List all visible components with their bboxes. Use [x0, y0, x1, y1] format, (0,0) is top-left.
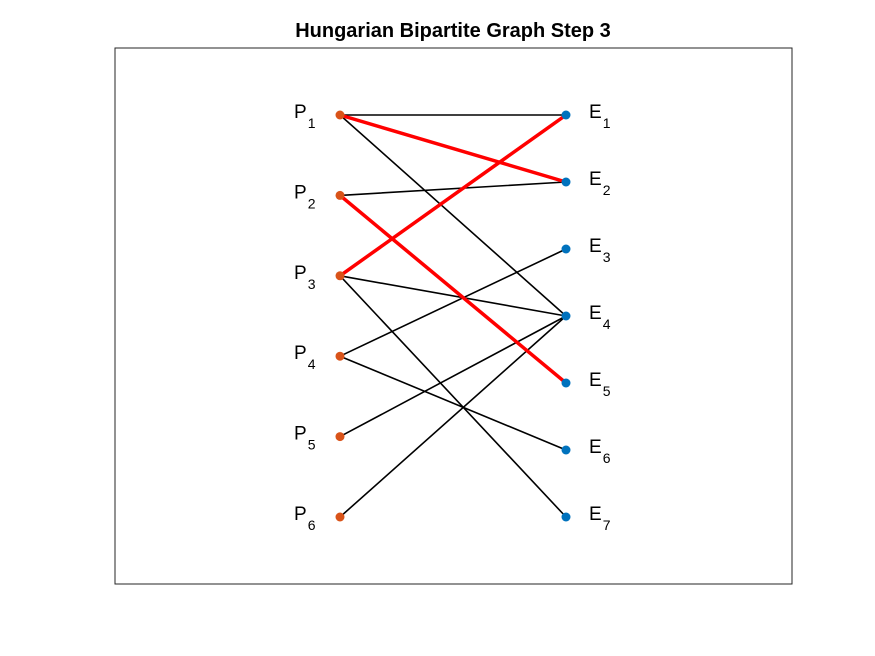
node-p3	[335, 271, 345, 281]
node-label-e1: E1	[589, 102, 611, 131]
node-e2	[561, 177, 571, 187]
node-e6	[561, 445, 571, 455]
node-e4	[561, 311, 571, 321]
node-label-p2: P2	[294, 182, 316, 211]
matched-edge-p2-e5	[338, 193, 568, 385]
node-p6	[335, 512, 345, 522]
node-label-p6: P6	[294, 504, 316, 533]
edge-p3-e4	[339, 274, 567, 317]
node-label-e7: E7	[589, 504, 611, 533]
edge-p1-e4	[339, 114, 567, 317]
node-e3	[561, 244, 571, 254]
node-label-e2: E2	[589, 169, 611, 198]
edge-p4-e6	[339, 355, 567, 451]
edge-p5-e4	[339, 315, 567, 438]
edge-p2-e2	[339, 181, 567, 197]
node-e1	[561, 110, 571, 120]
node-e7	[561, 512, 571, 522]
node-p1	[335, 110, 345, 120]
matched-edge-p1-e2	[338, 113, 568, 184]
node-label-e5: E5	[589, 370, 611, 399]
edges-layer	[338, 113, 568, 518]
node-label-e4: E4	[589, 303, 611, 332]
axes-box	[114, 47, 793, 585]
node-label-e3: E3	[589, 236, 611, 265]
node-e5	[561, 378, 571, 388]
node-label-p3: P3	[294, 263, 316, 292]
node-label-p4: P4	[294, 343, 316, 372]
node-label-p5: P5	[294, 424, 316, 453]
node-p4	[335, 351, 345, 361]
edge-p3-e7	[339, 274, 567, 518]
node-p5	[335, 432, 345, 442]
node-p2	[335, 190, 345, 200]
matched-edge-p3-e1	[338, 113, 568, 278]
node-label-e6: E6	[589, 437, 611, 466]
nodes-layer	[335, 110, 571, 522]
node-label-p1: P1	[294, 102, 316, 131]
graph-title: Hungarian Bipartite Graph Step 3	[295, 20, 611, 42]
edge-p4-e3	[339, 248, 567, 358]
labels-layer: P1 P2 P3 P4 P5 P6 E1 E2 E3 E4 E5 E6 E7	[294, 102, 611, 533]
